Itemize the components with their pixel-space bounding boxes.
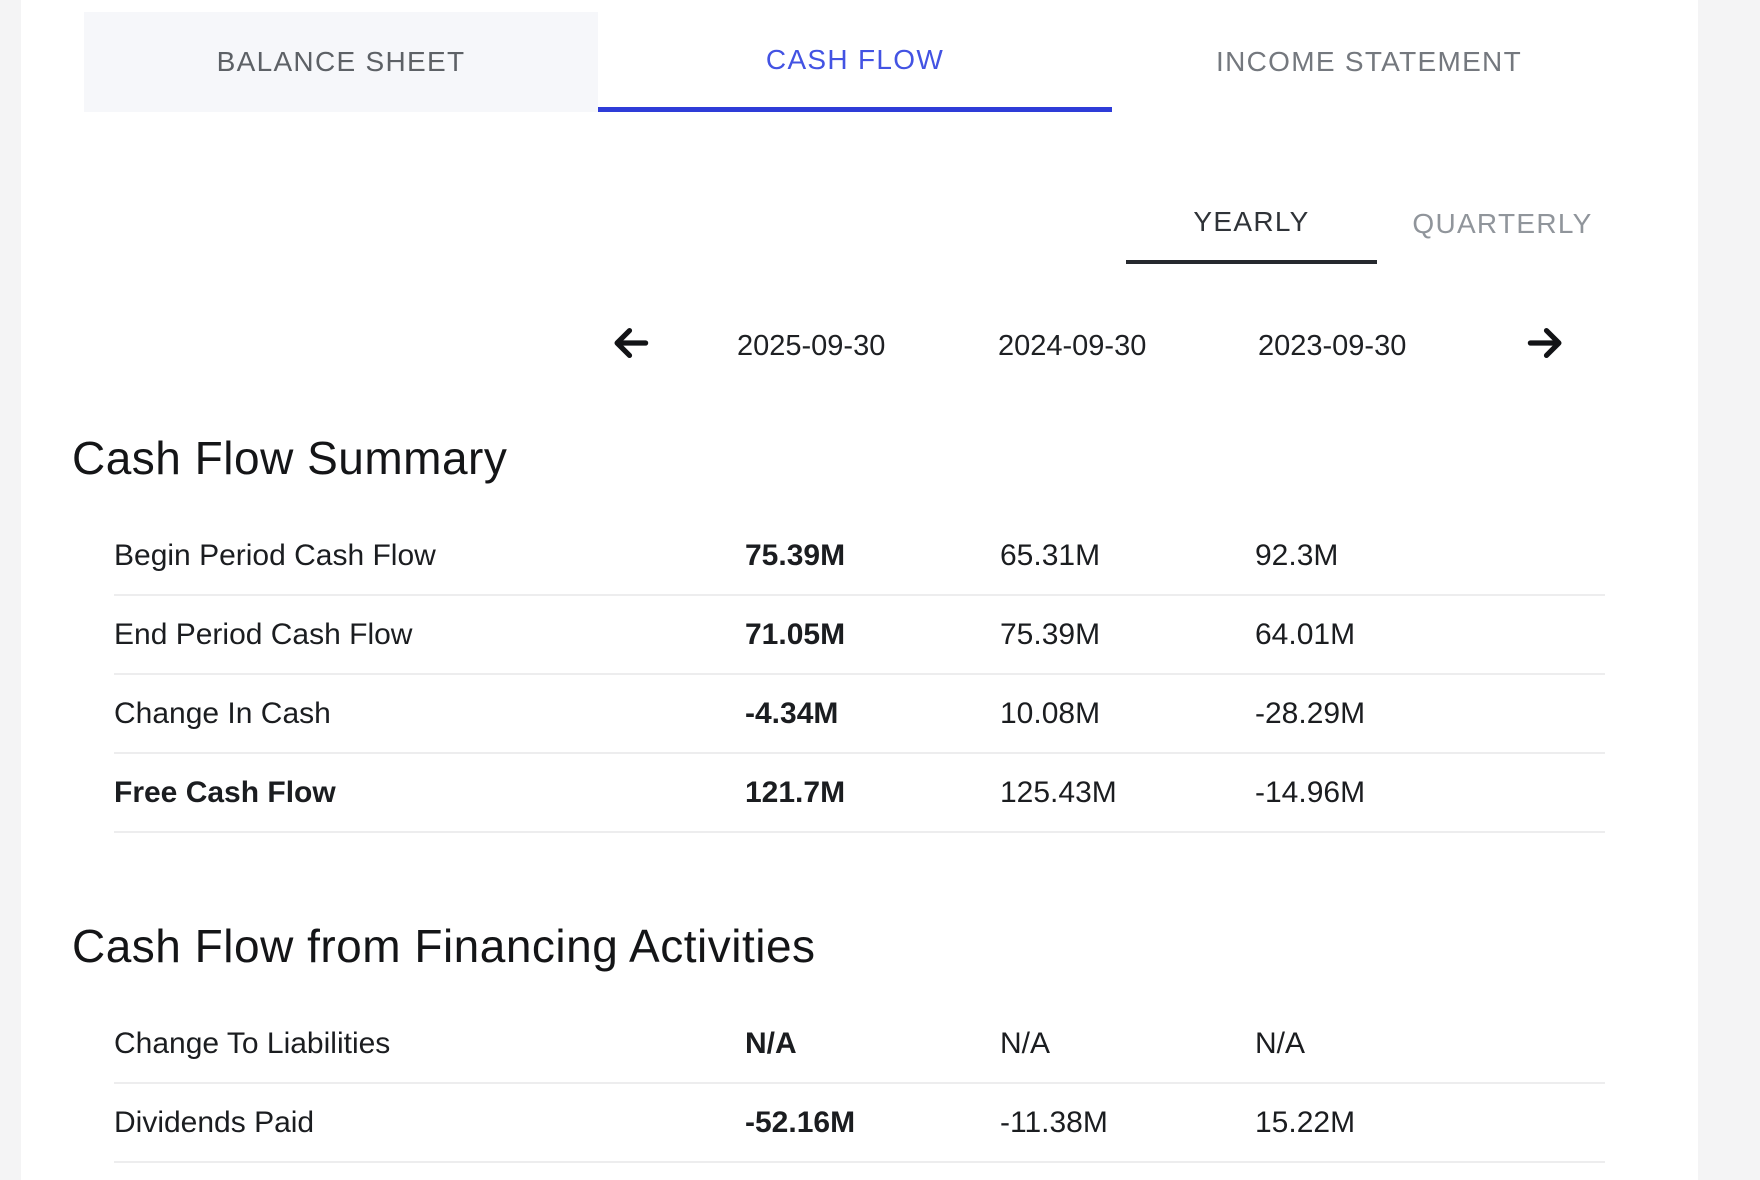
financing-activities-table: Change To Liabilities N/A N/A N/A Divide… xyxy=(114,1005,1605,1163)
table-row: Dividends Paid -52.16M -11.38M 15.22M xyxy=(114,1084,1605,1163)
period-toggle: YEARLY QUARTERLY xyxy=(1126,184,1628,264)
left-page-gutter xyxy=(0,0,21,1180)
row-value: 125.43M xyxy=(1000,776,1255,810)
right-page-gutter xyxy=(1698,0,1760,1180)
row-value: -28.29M xyxy=(1255,697,1605,731)
row-value: -4.34M xyxy=(745,697,1000,731)
row-value: -14.96M xyxy=(1255,776,1605,810)
row-label: Begin Period Cash Flow xyxy=(114,539,745,573)
table-row: Free Cash Flow 121.7M 125.43M -14.96M xyxy=(114,754,1605,833)
row-label: Free Cash Flow xyxy=(114,776,745,810)
row-value: 75.39M xyxy=(1000,618,1255,652)
row-value: N/A xyxy=(1255,1027,1605,1061)
tab-label: CASH FLOW xyxy=(766,44,944,76)
row-value: 71.05M xyxy=(745,618,1000,652)
tab-label: BALANCE SHEET xyxy=(217,46,466,78)
row-label: End Period Cash Flow xyxy=(114,618,745,652)
table-row: End Period Cash Flow 71.05M 75.39M 64.01… xyxy=(114,596,1605,675)
section-title-financing-activities: Cash Flow from Financing Activities xyxy=(72,920,816,972)
toggle-yearly[interactable]: YEARLY xyxy=(1126,184,1377,264)
row-value: -52.16M xyxy=(745,1106,1000,1140)
row-value: N/A xyxy=(745,1027,1000,1061)
column-header-date: 2024-09-30 xyxy=(998,330,1146,363)
tab-income-statement[interactable]: INCOME STATEMENT xyxy=(1112,12,1626,112)
cash-flow-summary-table: Begin Period Cash Flow 75.39M 65.31M 92.… xyxy=(114,517,1605,833)
row-value: 65.31M xyxy=(1000,539,1255,573)
column-header-date: 2023-09-30 xyxy=(1258,330,1406,363)
row-value: 92.3M xyxy=(1255,539,1605,573)
row-value: -11.38M xyxy=(1000,1106,1255,1140)
row-value: N/A xyxy=(1000,1027,1255,1061)
statement-tabs: BALANCE SHEET CASH FLOW INCOME STATEMENT xyxy=(84,12,1626,112)
tab-cash-flow[interactable]: CASH FLOW xyxy=(598,12,1112,112)
table-row: Begin Period Cash Flow 75.39M 65.31M 92.… xyxy=(114,517,1605,596)
row-value: 121.7M xyxy=(745,776,1000,810)
row-value: 10.08M xyxy=(1000,697,1255,731)
tab-balance-sheet[interactable]: BALANCE SHEET xyxy=(84,12,598,112)
row-label: Change In Cash xyxy=(114,697,745,731)
arrow-left-icon[interactable] xyxy=(609,321,653,365)
toggle-label: YEARLY xyxy=(1193,206,1309,238)
toggle-quarterly[interactable]: QUARTERLY xyxy=(1377,184,1628,264)
row-value: 75.39M xyxy=(745,539,1000,573)
section-title-cash-flow-summary: Cash Flow Summary xyxy=(72,432,507,484)
table-row: Change In Cash -4.34M 10.08M -28.29M xyxy=(114,675,1605,754)
row-value: 64.01M xyxy=(1255,618,1605,652)
cash-flow-statement-page: BALANCE SHEET CASH FLOW INCOME STATEMENT… xyxy=(0,0,1760,1180)
toggle-label: QUARTERLY xyxy=(1412,208,1592,240)
row-value: 15.22M xyxy=(1255,1106,1605,1140)
tab-label: INCOME STATEMENT xyxy=(1216,46,1522,78)
row-label: Change To Liabilities xyxy=(114,1027,745,1061)
column-header-date: 2025-09-30 xyxy=(737,330,885,363)
row-label: Dividends Paid xyxy=(114,1106,745,1140)
arrow-right-icon[interactable] xyxy=(1523,321,1567,365)
table-row: Change To Liabilities N/A N/A N/A xyxy=(114,1005,1605,1084)
